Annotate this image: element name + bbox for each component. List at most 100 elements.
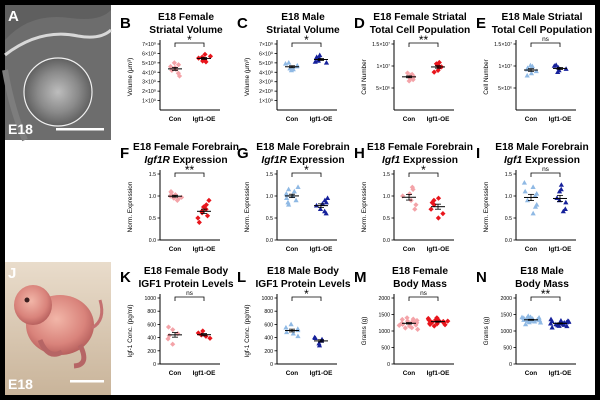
title-word: Expression — [173, 155, 228, 166]
significance-bracket — [174, 296, 205, 301]
data-point — [207, 53, 214, 59]
data-point — [176, 73, 183, 79]
data-point — [284, 329, 290, 335]
data-point — [284, 195, 290, 200]
significance-label: ** — [541, 287, 551, 301]
data-point — [558, 182, 564, 187]
panel-j-tag: E18 — [8, 376, 33, 392]
y-tick-label: 1.5 — [149, 172, 156, 178]
panel-title-line2: Body Mass — [393, 279, 447, 290]
data-point — [562, 206, 568, 211]
significance-label: * — [421, 163, 426, 177]
data-point — [429, 319, 435, 326]
data-point — [171, 60, 177, 66]
panel-letter: L — [237, 269, 246, 286]
y-tick-label: 1000 — [500, 329, 512, 335]
scale-bar — [70, 380, 104, 383]
data-point — [165, 324, 172, 330]
y-tick-label: 1.5×10⁷ — [372, 42, 390, 48]
y-tick-label: 2×10⁹ — [142, 89, 156, 95]
gene-name: Igf1R — [144, 155, 170, 166]
y-axis-label: Norm. Expression — [361, 181, 368, 232]
y-tick-label: 7×10⁹ — [142, 42, 156, 48]
y-axis-label: Igf-1 Conc. (pg/ml) — [244, 305, 251, 358]
panel-title-line1: E18 Female Forebrain — [367, 142, 473, 153]
data-point — [524, 197, 531, 203]
data-point — [404, 315, 410, 321]
panel-letter: D — [354, 15, 365, 32]
data-point — [528, 70, 535, 76]
y-tick-label: 2×10⁹ — [259, 89, 273, 95]
significance-bracket — [291, 42, 322, 47]
embryo-tail — [91, 299, 104, 330]
y-tick-label: 800 — [147, 309, 156, 315]
gene-name: Igf1 — [504, 155, 522, 166]
data-point — [286, 186, 292, 192]
data-point — [555, 322, 561, 328]
data-point — [286, 60, 292, 65]
significance-bracket — [530, 42, 561, 47]
data-point — [323, 210, 329, 216]
data-point — [563, 199, 569, 205]
data-point — [317, 52, 323, 58]
embryo-hindlimb — [73, 343, 87, 369]
y-tick-label: 6×10⁹ — [259, 51, 273, 57]
y-axis-label: Grams (g) — [361, 317, 368, 346]
embryo-head — [14, 285, 52, 325]
significance-label: ns — [186, 290, 194, 297]
x-tick-label: Con — [525, 116, 538, 123]
data-point — [196, 219, 202, 225]
y-tick-label: 0.5 — [383, 216, 390, 222]
data-point — [426, 317, 432, 323]
panel-letter: F — [120, 145, 129, 162]
x-tick-label: Con — [286, 246, 299, 253]
x-tick-label: Con — [525, 246, 538, 253]
x-tick-label: Con — [403, 246, 416, 253]
data-point — [521, 315, 527, 320]
y-tick-label: 1000 — [261, 296, 273, 302]
panel-title-line1: E18 Male Striatal — [502, 12, 583, 23]
y-tick-label: 0.5 — [149, 216, 156, 222]
data-point — [202, 51, 208, 57]
y-tick-label: 6×10⁹ — [142, 51, 156, 57]
data-point — [522, 188, 528, 194]
x-tick-label: Con — [403, 116, 416, 123]
significance-label: ** — [419, 33, 429, 47]
panel-a-letter: A — [8, 8, 19, 25]
panel-letter: E — [476, 15, 486, 32]
y-tick-label: 1500 — [378, 313, 390, 319]
data-point — [203, 202, 209, 208]
y-tick-label: 0.5 — [505, 216, 512, 222]
significance-bracket — [530, 172, 561, 177]
significance-label: * — [304, 33, 309, 47]
panel-title-line1: E18 Female — [392, 266, 448, 277]
y-axis-label: Norm. Expression — [483, 181, 490, 232]
data-point — [170, 341, 176, 347]
data-point — [556, 197, 563, 203]
y-tick-label: 0.5 — [266, 216, 273, 222]
data-point — [547, 320, 554, 326]
significance-bracket — [408, 172, 439, 177]
data-point — [530, 184, 536, 189]
data-point — [410, 186, 416, 192]
data-point — [429, 200, 435, 206]
data-point — [532, 204, 539, 209]
data-point — [434, 316, 441, 322]
significance-label: ns — [542, 166, 550, 173]
data-point — [555, 69, 561, 74]
panel-title-line2: Striatal Volume — [149, 25, 223, 36]
y-tick-label: 5×10⁶ — [376, 86, 390, 92]
y-tick-label: 1.5 — [505, 172, 512, 178]
data-point — [435, 215, 441, 221]
panel-title-line1: E18 Female — [158, 12, 214, 23]
y-tick-label: 0.0 — [266, 238, 273, 244]
panel-i: I E18 Male Forebrain Igf1 Expression 0.0 0.5… — [476, 142, 589, 253]
panel-title-line2: IGF1 Protein Levels — [255, 279, 350, 290]
data-point — [282, 61, 289, 66]
y-tick-label: 1.0 — [505, 194, 512, 200]
data-point — [286, 202, 292, 207]
x-tick-label: Igf1-OE — [549, 116, 572, 123]
y-tick-label: 200 — [147, 349, 156, 355]
y-tick-label: 500 — [503, 346, 512, 352]
